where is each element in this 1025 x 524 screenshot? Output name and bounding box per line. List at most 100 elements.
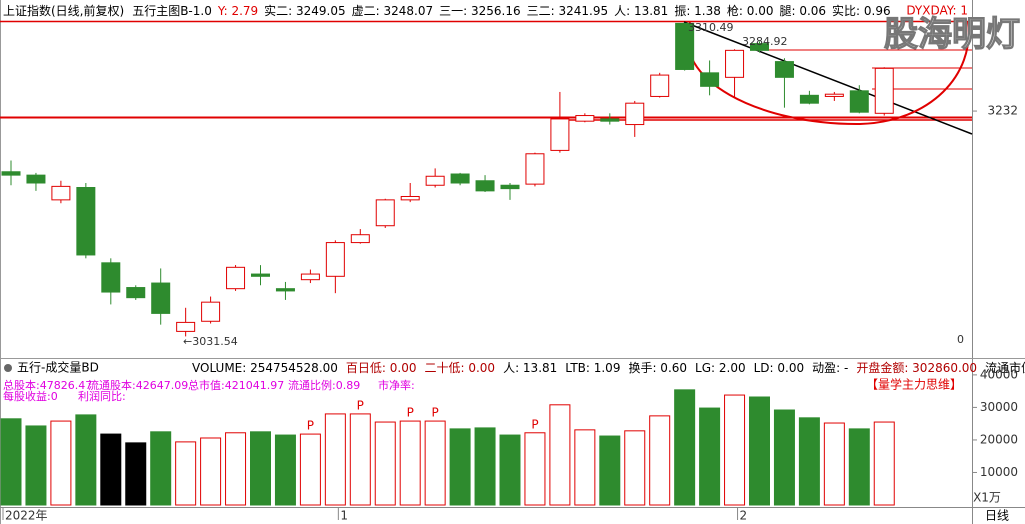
chart-title: 上证指数(日线,前复权) [3,3,124,18]
volume-bar [724,394,746,506]
indicator-name: 五行主图B-1.0 [132,4,212,18]
volume-bar [823,422,845,506]
candle-body [26,174,46,184]
candle-body [700,72,720,87]
stat: 人: 13.81 [503,361,557,375]
y-tick-label: 40000 [980,367,1018,381]
stat: 虚二: 3248.07 [352,4,433,18]
candle-body [1,171,21,176]
volume-bar [0,418,22,506]
candle-body [874,67,894,114]
volume-bar [524,432,546,506]
volume-bar [674,389,696,506]
candle-body [425,175,445,186]
volume-bar [424,420,446,506]
stat: 开盘金额: 302860.00 [856,360,977,375]
stat: 振: 1.38 [674,4,721,18]
signal: P [307,419,314,433]
volume-bar [125,442,147,506]
candle-body [275,288,295,292]
fundamental: 总市值:421041.97 [188,378,284,392]
signal: P [432,406,439,420]
candle-body [650,74,670,97]
volume-bar [399,420,421,506]
candle-body [774,61,794,78]
volume-bar [873,421,895,506]
candle-body [799,94,819,104]
period-label: 日线 [985,509,1009,523]
candle-body [400,195,420,201]
volume-bar [773,409,795,506]
candle-body [450,173,470,184]
candle-body [849,90,869,113]
panel-icon [4,364,12,372]
annotation: 3284.92 [742,35,788,48]
candle-body [600,118,620,122]
volume-bar [848,428,870,506]
stat: 二十低: 0.00 [424,361,495,375]
candle-body [226,266,246,290]
y-tick-label: 3232 [987,104,1018,118]
stat: 三二: 3241.95 [527,4,608,18]
panel-title: 五行-成交量BD [17,360,99,375]
panel-stats: VOLUME: 254754528.00 百日低: 0.00 二十低: 0.00 人:… [192,360,1025,375]
stat: LD: 0.00 [754,361,805,375]
volume-bar [624,430,646,506]
candle-body [750,43,769,51]
candle-body [625,102,645,126]
annotation: 3310.49 [688,21,734,34]
candle-body [525,153,545,185]
volume-bar [749,396,770,506]
x-tick-label: 2 [740,509,748,523]
candle-body [101,262,121,293]
volume-bar [599,435,621,506]
fundamental: 利润同比: [78,389,126,403]
ellipse-drawing [686,21,970,126]
stat: 流通市值: [985,360,1025,375]
stat: 换手: 0.60 [628,361,687,375]
candle-body [176,321,196,332]
candle-body [575,115,595,122]
x-tick-label: 2022年 [5,509,48,523]
stat: 三一: 3256.16 [439,4,520,18]
chart-layer: 上证指数(日线,前复权) 五行主图B-1.0 Y: 2.79 实二: 3249.05 虚… [0,3,1025,523]
signal: P [531,417,538,431]
fundamental: 总股本:47826.47 [3,378,92,392]
volume-bar [75,414,97,506]
fundamental: 流通比例:0.89 [288,378,360,392]
volume-bar [499,434,521,506]
y-tick-label: 10000 [980,465,1018,479]
fundamental: 市净率: [378,378,415,392]
stat: 实二: 3249.05 [264,3,345,18]
indicator-flag: DYXDAY: 1 [906,4,968,18]
watermark: 股海明灯 [884,15,1020,55]
volume-bar [50,420,72,506]
unit-label: X1万 [973,491,1001,505]
stat: Y: 2.79 [217,4,258,18]
candle-body [300,273,320,281]
volume-bar [549,404,571,506]
y-tick-label: 20000 [980,432,1018,446]
candle-body [725,49,745,78]
volume-bar [574,429,596,506]
volume-bar [349,413,371,506]
stat: LG: 2.00 [695,361,746,375]
volume-bar [474,427,496,506]
candle-body [350,234,370,244]
volume-bar [324,413,346,506]
stat: 人: 13.81 [614,4,668,18]
candle-body [51,185,71,201]
volume-bar [225,432,247,506]
volume-bar [374,421,396,506]
y-tick-label: 30000 [980,400,1018,414]
trend-line [683,21,973,135]
header-line: 上证指数(日线,前复权) 五行主图B-1.0 Y: 2.79 实二: 3249.05 虚… [3,3,891,18]
volume-bar [250,431,271,506]
candle-body [550,118,570,151]
candle-body [126,287,146,299]
volume-bar [25,425,47,506]
stat: 动盈: - [812,361,848,375]
volume-bar [200,437,222,506]
